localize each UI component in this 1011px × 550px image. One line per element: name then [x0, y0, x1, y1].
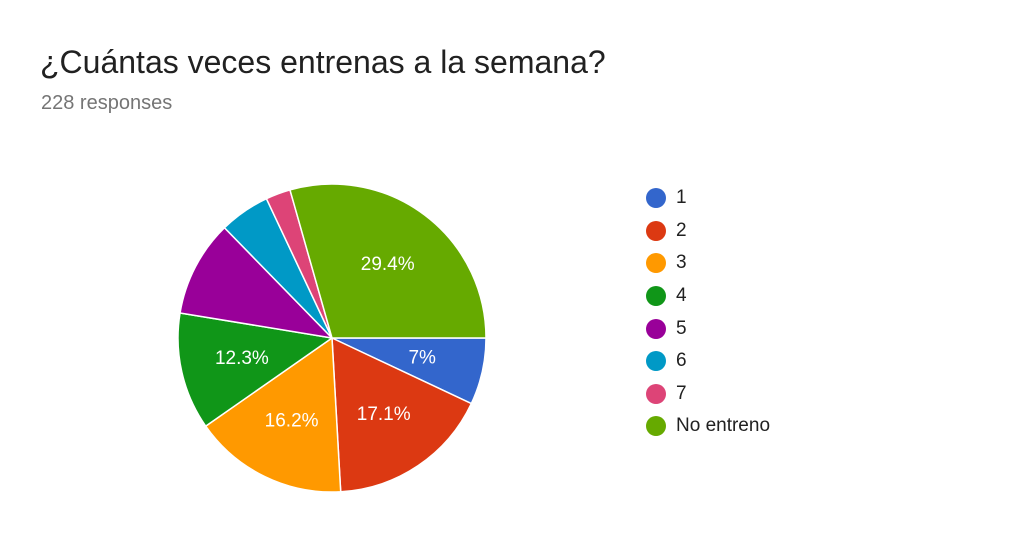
legend-swatch — [646, 253, 666, 274]
legend-swatch — [646, 220, 666, 241]
legend-swatch — [646, 351, 666, 372]
legend-label: 6 — [676, 350, 687, 372]
slice-percent-label: 12.3% — [215, 348, 269, 369]
slice-percent-label: 17.1% — [357, 404, 411, 425]
legend-item-6[interactable]: 6 — [646, 345, 770, 378]
pie-slice-2[interactable] — [331, 336, 473, 493]
legend-label: 1 — [676, 187, 687, 209]
chart-legend: 1 2 3 4 5 6 7 No entreno — [646, 182, 770, 443]
response-count: 228 responses — [41, 92, 173, 114]
legend-label: 7 — [676, 382, 687, 404]
legend-item-2[interactable]: 2 — [646, 215, 770, 248]
legend-item-3[interactable]: 3 — [646, 247, 770, 280]
legend-label: No entreno — [676, 415, 771, 437]
legend-swatch — [646, 416, 666, 437]
legend-swatch — [646, 286, 666, 307]
legend-item-4[interactable]: 4 — [646, 280, 770, 313]
legend-label: 4 — [676, 285, 687, 307]
pie-slice-4[interactable] — [177, 312, 334, 428]
slice-percent-label: 7% — [408, 348, 436, 369]
legend-item-8[interactable]: No entreno — [646, 410, 770, 443]
slice-percent-label: 29.4% — [361, 254, 415, 275]
legend-item-5[interactable]: 5 — [646, 312, 770, 345]
legend-item-1[interactable]: 1 — [646, 182, 770, 215]
pie-slice-3[interactable] — [204, 336, 342, 493]
chart-title: ¿Cuántas veces entrenas a la semana? — [40, 44, 606, 80]
pie-slice-5[interactable] — [179, 226, 335, 340]
legend-item-7[interactable]: 7 — [646, 378, 770, 411]
legend-swatch — [646, 318, 666, 339]
legend-label: 2 — [676, 219, 687, 241]
legend-label: 5 — [676, 317, 687, 339]
legend-label: 3 — [676, 252, 687, 274]
legend-swatch — [646, 188, 666, 209]
pie-slice-8[interactable] — [289, 183, 487, 339]
slice-percent-label: 16.2% — [265, 411, 319, 432]
legend-swatch — [646, 383, 666, 404]
